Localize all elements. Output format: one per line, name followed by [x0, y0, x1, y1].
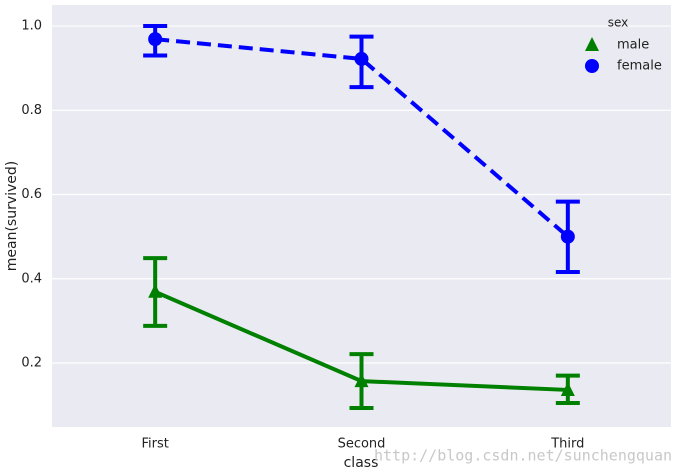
- legend-label: male: [617, 38, 649, 53]
- y-tick-label: 1.0: [21, 19, 42, 34]
- legend-marker: [585, 59, 599, 73]
- point-marker: [148, 283, 163, 298]
- legend-marker: [585, 37, 599, 51]
- y-tick-label: 0.2: [21, 355, 42, 370]
- legend-item: male: [585, 37, 649, 53]
- x-tick-label: Third: [550, 437, 584, 452]
- x-axis-label: class: [344, 455, 379, 471]
- point-marker: [560, 229, 575, 244]
- y-tick-label: 0.8: [21, 103, 42, 118]
- y-tick-label: 0.4: [21, 271, 42, 286]
- y-axis-label: mean(survived): [4, 161, 20, 272]
- point-marker: [148, 32, 163, 47]
- x-tick-label: Second: [338, 437, 386, 452]
- legend-title: sex: [608, 16, 629, 30]
- legend-label: female: [617, 59, 662, 74]
- watermark: http://blog.csdn.net/sunchengquan: [374, 447, 672, 465]
- legend-item: female: [585, 59, 662, 74]
- point-marker: [354, 51, 369, 66]
- point-marker: [560, 381, 575, 396]
- y-tick-label: 0.6: [21, 187, 42, 202]
- point-marker: [354, 373, 369, 388]
- x-tick-label: First: [141, 437, 168, 452]
- marks: [143, 24, 580, 411]
- series: [143, 256, 580, 411]
- series-line: [154, 37, 570, 239]
- series: [143, 24, 580, 275]
